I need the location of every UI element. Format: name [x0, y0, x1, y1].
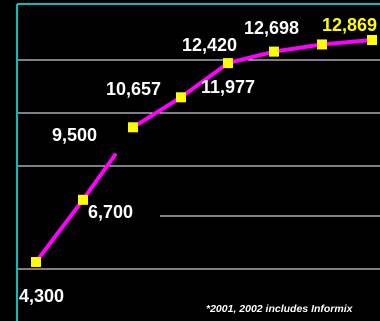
data-point-marker	[128, 122, 138, 133]
data-label: 10,657	[106, 79, 161, 99]
data-label: 9,500	[52, 125, 97, 145]
line-segment	[320, 38, 374, 47]
data-labels: 4,300 6,700 9,500 10,657 11,977 12,420 12,698 1…	[19, 15, 377, 306]
data-point-marker	[78, 194, 88, 205]
data-point-marker	[317, 39, 327, 50]
data-point-marker	[223, 58, 233, 69]
data-markers	[31, 35, 377, 267]
data-label: 12,869	[322, 15, 377, 35]
data-point-marker	[31, 257, 41, 267]
line-segment	[272, 42, 324, 54]
data-label: 12,420	[182, 35, 237, 55]
data-point-marker	[176, 92, 186, 103]
series-line	[34, 38, 374, 264]
data-label: 4,300	[19, 286, 64, 306]
data-point-marker	[269, 46, 279, 57]
data-point-marker	[367, 35, 377, 45]
data-label: 11,977	[201, 77, 255, 97]
data-label: 12,698	[244, 18, 299, 38]
footnote: *2001, 2002 includes Informix	[206, 303, 354, 315]
line-segment	[179, 61, 230, 100]
line-segment	[226, 49, 276, 66]
gridlines	[17, 59, 380, 270]
line-segment	[131, 95, 183, 130]
line-segment	[34, 197, 85, 264]
line-segment	[81, 153, 117, 202]
data-label: 6,700	[88, 202, 133, 222]
